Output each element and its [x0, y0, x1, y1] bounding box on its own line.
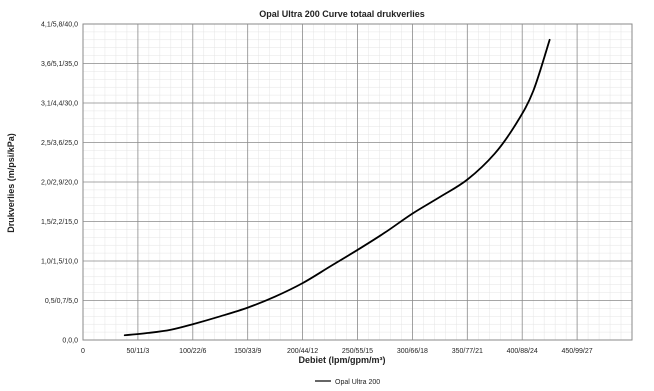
- x-tick-label: 450/99/27: [562, 348, 593, 355]
- series-line-opal-ultra-200: [123, 38, 551, 337]
- plot-border: [82, 23, 633, 341]
- y-tick-label: 0,5/0,7/5,0: [45, 298, 78, 305]
- y-tick-label: 1,5/2,2/15,0: [41, 219, 78, 226]
- y-tick-label: 1,0/1,5/10,0: [41, 259, 78, 266]
- x-tick-label: 250/55/15: [342, 348, 373, 355]
- y-axis-label: Drukverlies (m/psi/kPa): [6, 133, 16, 233]
- y-tick-label: 3,6/5,1/35,0: [41, 61, 78, 68]
- x-tick-label: 200/44/12: [287, 348, 318, 355]
- x-axis-ticks: 0 50/11/3 100/22/6 150/33/9 200/44/12 250/55/…: [81, 348, 593, 355]
- y-tick-label: 2,5/3,6/25,0: [41, 140, 78, 147]
- x-tick-label: 300/66/18: [397, 348, 428, 355]
- y-tick-label: 2,0/2,9/20,0: [41, 180, 78, 187]
- plot-frame: [82, 23, 633, 341]
- y-tick-label: 0,0,0: [62, 338, 78, 345]
- x-tick-label: 100/22/6: [179, 348, 206, 355]
- y-tick-label: 3,1/4,4/30,0: [41, 101, 78, 108]
- series-layer: [123, 38, 551, 337]
- x-tick-label: 50/11/3: [126, 348, 149, 355]
- x-tick-label: 0: [81, 348, 85, 355]
- legend: Opal Ultra 200: [315, 379, 380, 386]
- legend-label-opal-ultra-200: Opal Ultra 200: [335, 379, 380, 386]
- x-tick-label: 350/77/21: [452, 348, 483, 355]
- x-tick-label: 400/88/24: [507, 348, 538, 355]
- x-axis-label: Debiet (lpm/gpm/m³): [299, 355, 386, 365]
- y-axis-ticks: 0,0,0 0,5/0,7/5,0 1,0/1,5/10,0 1,5/2,2/15,0…: [41, 22, 78, 345]
- y-tick-label: 4,1/5,8/40,0: [41, 22, 78, 29]
- chart-title: Opal Ultra 200 Curve totaal drukverlies: [259, 9, 425, 19]
- x-tick-label: 150/33/9: [234, 348, 261, 355]
